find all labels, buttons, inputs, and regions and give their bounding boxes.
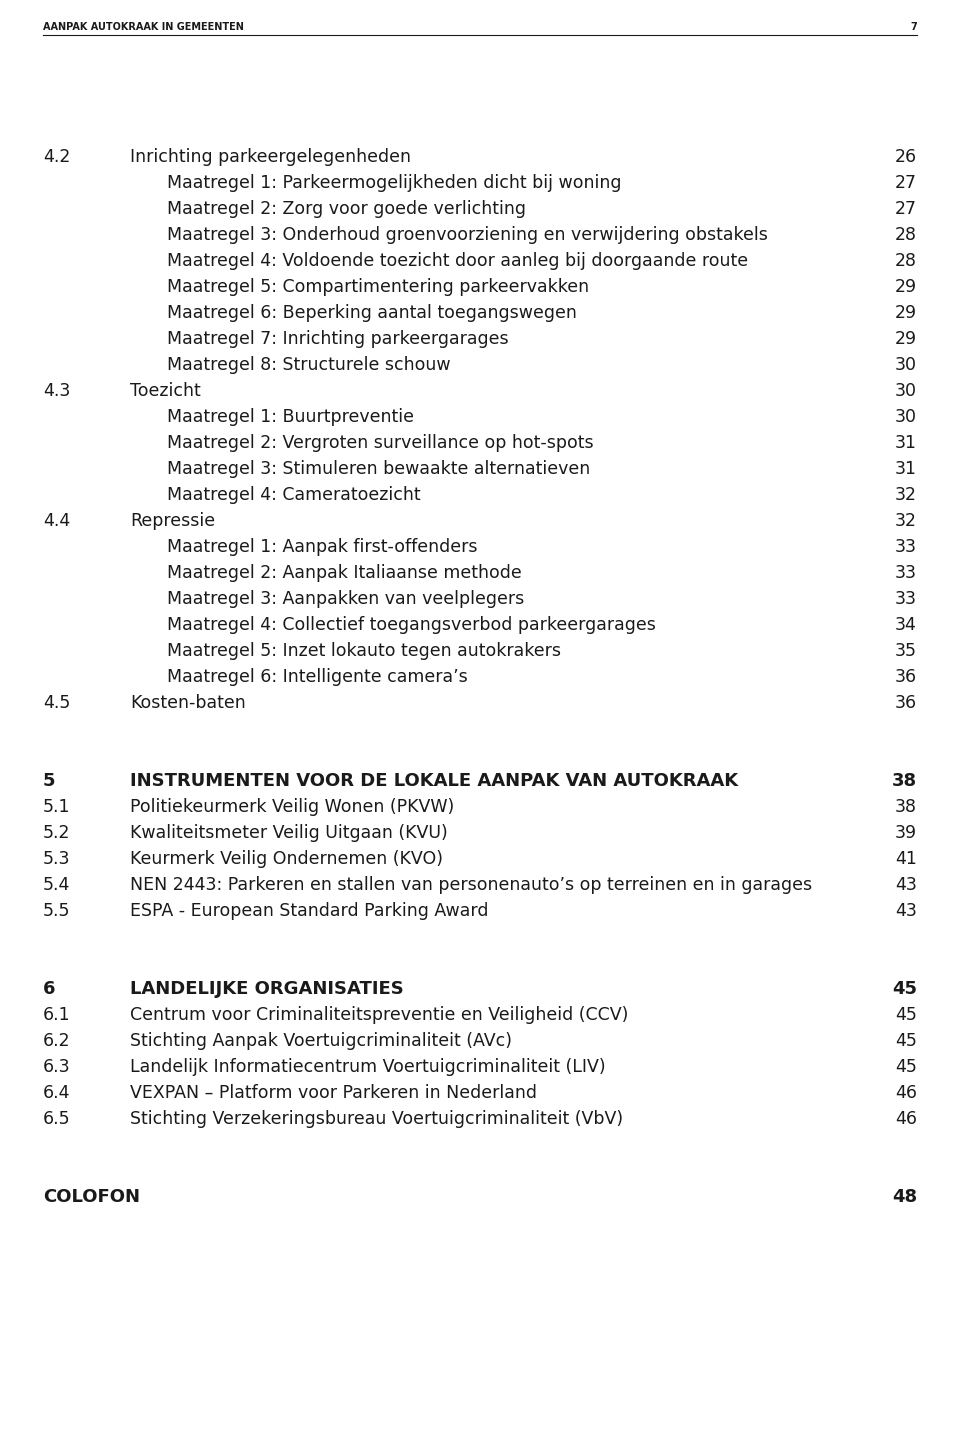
Text: Toezicht: Toezicht: [130, 382, 201, 400]
Text: 31: 31: [895, 433, 917, 452]
Text: 6.4: 6.4: [43, 1083, 70, 1102]
Text: 5.1: 5.1: [43, 798, 70, 817]
Text: Maatregel 2: Aanpak Italiaanse methode: Maatregel 2: Aanpak Italiaanse methode: [167, 564, 521, 583]
Text: Stichting Verzekeringsbureau Voertuigcriminaliteit (VbV): Stichting Verzekeringsbureau Voertuigcri…: [130, 1111, 623, 1128]
Text: 30: 30: [895, 382, 917, 400]
Text: 5.3: 5.3: [43, 850, 70, 868]
Text: VEXPAN – Platform voor Parkeren in Nederland: VEXPAN – Platform voor Parkeren in Neder…: [130, 1083, 537, 1102]
Text: 4.2: 4.2: [43, 148, 70, 166]
Text: 30: 30: [895, 356, 917, 375]
Text: Maatregel 4: Voldoende toezicht door aanleg bij doorgaande route: Maatregel 4: Voldoende toezicht door aan…: [167, 253, 748, 270]
Text: Centrum voor Criminaliteitspreventie en Veiligheid (CCV): Centrum voor Criminaliteitspreventie en …: [130, 1006, 629, 1025]
Text: 27: 27: [895, 199, 917, 218]
Text: 26: 26: [895, 148, 917, 166]
Text: 5: 5: [43, 772, 56, 791]
Text: 43: 43: [895, 903, 917, 920]
Text: 6.2: 6.2: [43, 1032, 71, 1050]
Text: COLOFON: COLOFON: [43, 1188, 140, 1205]
Text: Maatregel 2: Vergroten surveillance op hot-spots: Maatregel 2: Vergroten surveillance op h…: [167, 433, 593, 452]
Text: 6: 6: [43, 980, 56, 997]
Text: 39: 39: [895, 824, 917, 842]
Text: Maatregel 3: Stimuleren bewaakte alternatieven: Maatregel 3: Stimuleren bewaakte alterna…: [167, 461, 590, 478]
Text: Maatregel 3: Onderhoud groenvoorziening en verwijdering obstakels: Maatregel 3: Onderhoud groenvoorziening …: [167, 225, 768, 244]
Text: Maatregel 1: Parkeermogelijkheden dicht bij woning: Maatregel 1: Parkeermogelijkheden dicht …: [167, 174, 621, 192]
Text: 4.3: 4.3: [43, 382, 70, 400]
Text: 5.2: 5.2: [43, 824, 70, 842]
Text: 28: 28: [895, 225, 917, 244]
Text: Maatregel 1: Aanpak first-offenders: Maatregel 1: Aanpak first-offenders: [167, 538, 477, 555]
Text: Maatregel 7: Inrichting parkeergarages: Maatregel 7: Inrichting parkeergarages: [167, 330, 509, 349]
Text: 6.1: 6.1: [43, 1006, 71, 1025]
Text: 30: 30: [895, 408, 917, 426]
Text: 4.5: 4.5: [43, 695, 70, 712]
Text: 6.3: 6.3: [43, 1058, 71, 1076]
Text: 36: 36: [895, 669, 917, 686]
Text: 46: 46: [895, 1083, 917, 1102]
Text: Maatregel 5: Compartimentering parkeervakken: Maatregel 5: Compartimentering parkeerva…: [167, 278, 589, 296]
Text: Politiekeurmerk Veilig Wonen (PKVW): Politiekeurmerk Veilig Wonen (PKVW): [130, 798, 454, 817]
Text: 48: 48: [892, 1188, 917, 1205]
Text: 43: 43: [895, 875, 917, 894]
Text: 4.4: 4.4: [43, 512, 70, 530]
Text: ESPA - European Standard Parking Award: ESPA - European Standard Parking Award: [130, 903, 489, 920]
Text: Kwaliteitsmeter Veilig Uitgaan (KVU): Kwaliteitsmeter Veilig Uitgaan (KVU): [130, 824, 447, 842]
Text: 28: 28: [895, 253, 917, 270]
Text: Maatregel 5: Inzet lokauto tegen autokrakers: Maatregel 5: Inzet lokauto tegen autokra…: [167, 641, 561, 660]
Text: LANDELIJKE ORGANISATIES: LANDELIJKE ORGANISATIES: [130, 980, 404, 997]
Text: Stichting Aanpak Voertuigcriminaliteit (AVc): Stichting Aanpak Voertuigcriminaliteit (…: [130, 1032, 512, 1050]
Text: 5.5: 5.5: [43, 903, 70, 920]
Text: 32: 32: [895, 512, 917, 530]
Text: Maatregel 2: Zorg voor goede verlichting: Maatregel 2: Zorg voor goede verlichting: [167, 199, 526, 218]
Text: 35: 35: [895, 641, 917, 660]
Text: 32: 32: [895, 486, 917, 504]
Text: 27: 27: [895, 174, 917, 192]
Text: 45: 45: [895, 1006, 917, 1025]
Text: 46: 46: [895, 1111, 917, 1128]
Text: 33: 33: [895, 564, 917, 583]
Text: Keurmerk Veilig Ondernemen (KVO): Keurmerk Veilig Ondernemen (KVO): [130, 850, 443, 868]
Text: Maatregel 1: Buurtpreventie: Maatregel 1: Buurtpreventie: [167, 408, 414, 426]
Text: NEN 2443: Parkeren en stallen van personenauto’s op terreinen en in garages: NEN 2443: Parkeren en stallen van person…: [130, 875, 812, 894]
Text: Maatregel 4: Cameratoezicht: Maatregel 4: Cameratoezicht: [167, 486, 420, 504]
Text: 33: 33: [895, 538, 917, 555]
Text: Kosten-baten: Kosten-baten: [130, 695, 246, 712]
Text: 29: 29: [895, 330, 917, 349]
Text: Maatregel 4: Collectief toegangsverbod parkeergarages: Maatregel 4: Collectief toegangsverbod p…: [167, 616, 656, 634]
Text: 36: 36: [895, 695, 917, 712]
Text: 45: 45: [895, 1058, 917, 1076]
Text: Inrichting parkeergelegenheden: Inrichting parkeergelegenheden: [130, 148, 411, 166]
Text: 45: 45: [895, 1032, 917, 1050]
Text: 45: 45: [892, 980, 917, 997]
Text: Maatregel 8: Structurele schouw: Maatregel 8: Structurele schouw: [167, 356, 450, 375]
Text: 6.5: 6.5: [43, 1111, 71, 1128]
Text: Maatregel 6: Intelligente camera’s: Maatregel 6: Intelligente camera’s: [167, 669, 468, 686]
Text: 38: 38: [892, 772, 917, 791]
Text: INSTRUMENTEN VOOR DE LOKALE AANPAK VAN AUTOKRAAK: INSTRUMENTEN VOOR DE LOKALE AANPAK VAN A…: [130, 772, 738, 791]
Text: 31: 31: [895, 461, 917, 478]
Text: 29: 29: [895, 278, 917, 296]
Text: 5.4: 5.4: [43, 875, 70, 894]
Text: Landelijk Informatiecentrum Voertuigcriminaliteit (LIV): Landelijk Informatiecentrum Voertuigcrim…: [130, 1058, 606, 1076]
Text: 41: 41: [895, 850, 917, 868]
Text: AANPAK AUTOKRAAK IN GEMEENTEN: AANPAK AUTOKRAAK IN GEMEENTEN: [43, 22, 244, 32]
Text: 33: 33: [895, 590, 917, 608]
Text: Maatregel 3: Aanpakken van veelplegers: Maatregel 3: Aanpakken van veelplegers: [167, 590, 524, 608]
Text: 7: 7: [910, 22, 917, 32]
Text: Maatregel 6: Beperking aantal toegangswegen: Maatregel 6: Beperking aantal toegangswe…: [167, 304, 577, 321]
Text: 34: 34: [895, 616, 917, 634]
Text: 29: 29: [895, 304, 917, 321]
Text: 38: 38: [895, 798, 917, 817]
Text: Repressie: Repressie: [130, 512, 215, 530]
